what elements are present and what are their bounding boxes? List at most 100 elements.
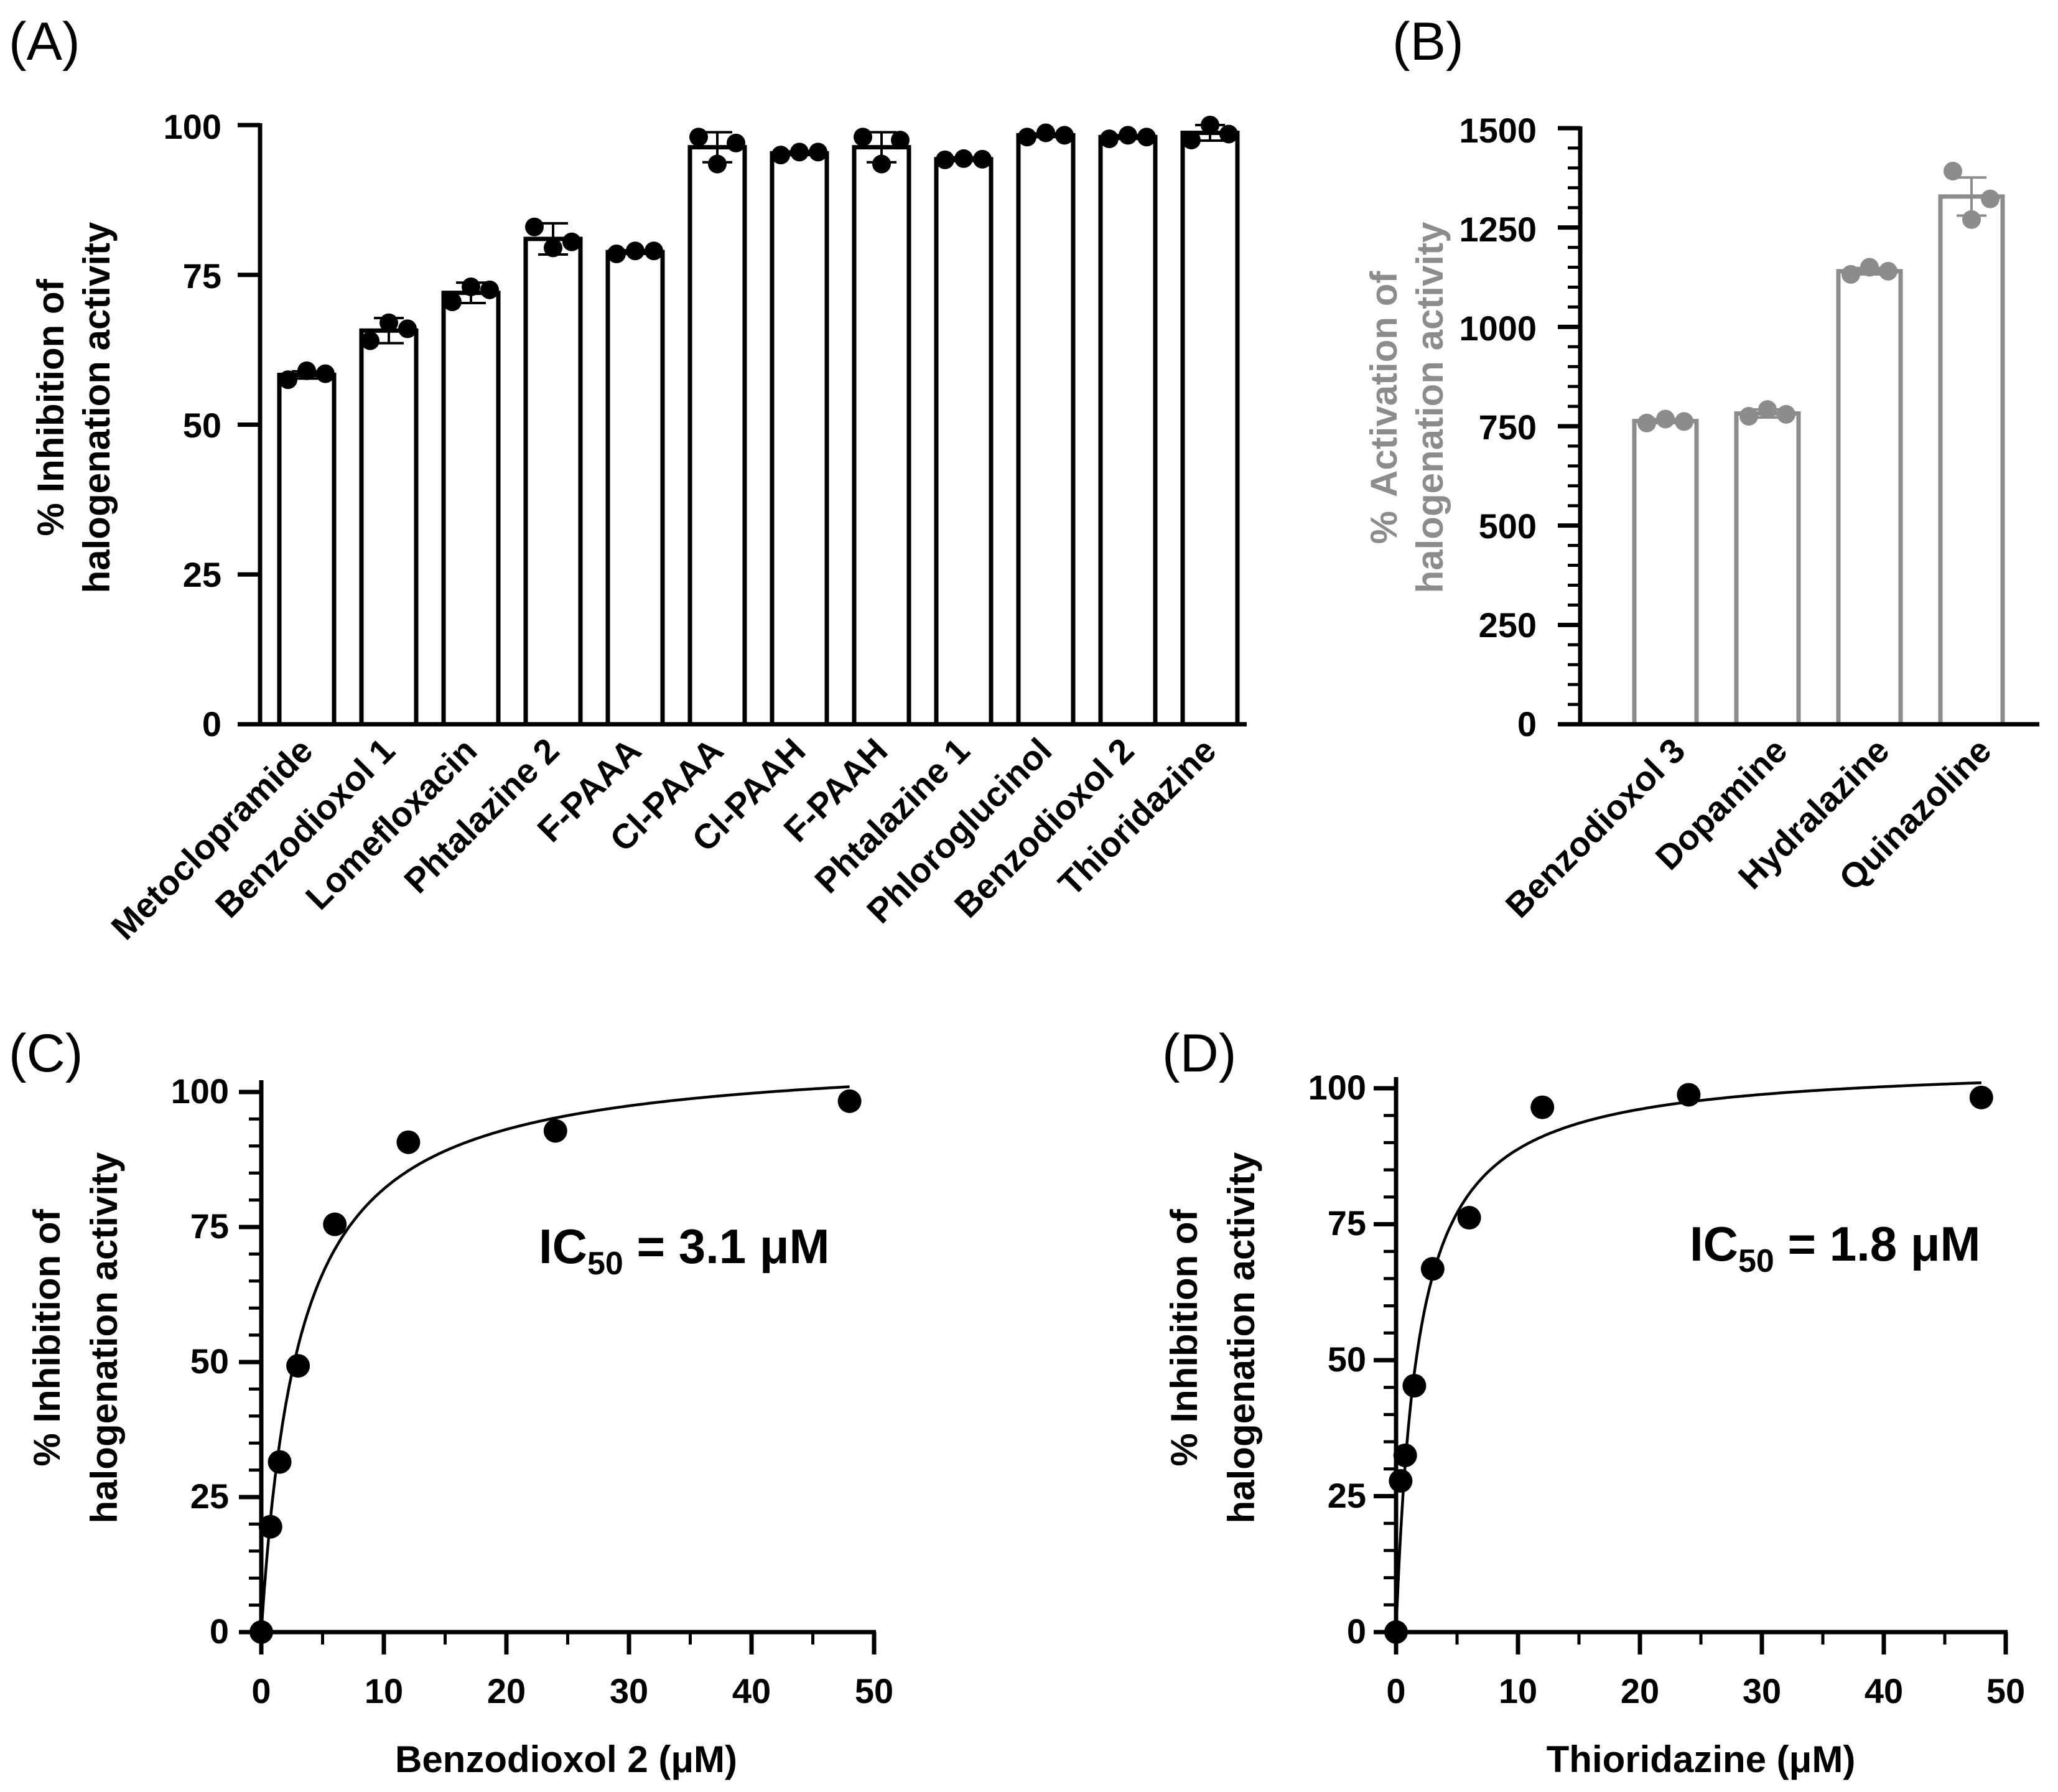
panel-b-replicate-point <box>1637 413 1656 432</box>
panel-a-replicate-point <box>936 150 954 169</box>
panel-a-ytick-label: 0 <box>202 704 221 744</box>
panel-a-bars <box>277 116 1240 727</box>
panel-c-xtick-label: 20 <box>487 1671 526 1710</box>
panel-b-ytick-label: 0 <box>1517 704 1537 744</box>
panel-d-data-point <box>1969 1085 1993 1109</box>
panel-d-ic50-value: = 1.8 μM <box>1774 1216 1981 1271</box>
panel-a: (A) % Inhibition of halogenation activit… <box>9 12 1247 947</box>
panel-a-replicate-point <box>316 364 335 383</box>
panel-d-fit <box>1394 1081 1981 1633</box>
panel-d-ic50-subscript: 50 <box>1738 1243 1774 1279</box>
panel-d-data-point <box>1420 1257 1445 1281</box>
panel-a-bar <box>852 145 911 727</box>
panel-a-replicate-point <box>1100 129 1119 149</box>
panel-a-ytick-label: 50 <box>183 406 221 445</box>
panel-c-ytick-label: 75 <box>190 1206 229 1246</box>
panel-c-fit <box>259 1085 850 1633</box>
panel-b-ytick-label: 250 <box>1479 605 1537 645</box>
panel-a-replicate-point <box>809 142 827 162</box>
panel-a-replicate-point <box>297 361 316 380</box>
panel-a-y-ticks <box>238 123 260 727</box>
panel-d-ytick-label: 100 <box>1308 1068 1366 1107</box>
panel-c-ylabel-line2: halogenation activity <box>83 1152 125 1523</box>
panel-c-ytick-label: 0 <box>210 1612 229 1651</box>
panel-c-ytick-label: 50 <box>190 1342 229 1381</box>
panel-a-replicate-point <box>1201 116 1219 134</box>
panel-d-ylabel-line1: % Inhibition of <box>1163 1208 1205 1466</box>
panel-c-xtick-label: 0 <box>251 1671 271 1710</box>
panel-c-xtick-label: 40 <box>732 1671 771 1710</box>
panel-b-replicate-point <box>1879 261 1897 281</box>
panel-a-replicate-point <box>1036 123 1055 142</box>
panel-a-replicate-point <box>562 232 581 251</box>
panel-a-label: (A) <box>9 12 80 72</box>
panel-d-ylabel-line2: halogenation activity <box>1221 1152 1262 1523</box>
panel-b-replicate-point <box>1656 409 1675 429</box>
panel-b-bar <box>1632 419 1699 727</box>
panel-a-bar <box>1180 131 1240 727</box>
panel-c-data-point <box>268 1450 292 1474</box>
panel-a-replicate-point <box>607 245 626 264</box>
panel-b-ytick-label: 1000 <box>1459 309 1537 348</box>
panel-d-xlabel: Thioridazine (μM) <box>1547 1738 1856 1780</box>
panel-b-bar <box>1836 269 1903 727</box>
panel-b-ylabel-line2: halogenation activity <box>1409 222 1451 593</box>
panel-a-replicate-point <box>1018 128 1036 147</box>
panel-b: (B) % Activation of halogenation activity… <box>1363 12 2039 925</box>
panel-a-replicate-point <box>525 217 544 236</box>
panel-a-bar <box>277 373 337 727</box>
panel-b-replicate-point <box>1777 404 1795 424</box>
panel-a-replicate-point <box>872 154 891 174</box>
panel-b-replicate-point <box>1981 189 2000 208</box>
panel-b-bar <box>1734 411 1801 727</box>
panel-b-replicate-point <box>1758 400 1777 419</box>
panel-b-ylabel-line1: Activation of <box>1363 271 1405 497</box>
panel-a-replicate-point <box>443 292 462 312</box>
panel-a-replicate-point <box>398 319 417 338</box>
panel-c-ticks <box>239 1090 877 1654</box>
panel-b-replicate-point <box>1962 210 1981 229</box>
panel-d-points <box>1384 1083 1993 1644</box>
panel-a-bar <box>1016 133 1076 727</box>
panel-a-bar <box>605 250 665 727</box>
panel-a-ytick-label: 25 <box>183 555 221 594</box>
panel-d-ic50-main: IC <box>1690 1216 1738 1271</box>
panel-b-ylabel-prefix: % <box>1363 511 1405 544</box>
panel-c-ytick-label: 25 <box>190 1477 229 1516</box>
panel-a-ylabel-line1: % Inhibition of <box>30 278 72 536</box>
panel-a-ylabel-line2: halogenation activity <box>76 222 118 593</box>
panel-a-replicate-point <box>645 241 663 261</box>
panel-a-replicate-point <box>973 149 992 169</box>
panel-a-bar <box>359 328 419 727</box>
panel-c-data-point <box>286 1354 310 1378</box>
panel-a-replicate-point <box>790 142 809 162</box>
panel-c: (C) % Inhibition of halogenation activit… <box>9 1024 893 1780</box>
panel-a-replicate-point <box>379 313 398 332</box>
panel-d-data-point <box>1530 1095 1555 1119</box>
panel-a-replicate-point <box>1119 126 1137 145</box>
panel-d-data-point <box>1402 1374 1427 1398</box>
panel-b-replicate-point <box>1860 258 1879 277</box>
panel-a-bar <box>770 151 829 727</box>
panel-c-xtick-label: 10 <box>365 1671 403 1710</box>
panel-a-replicate-point <box>1055 126 1074 145</box>
panel-d-data-point <box>1457 1206 1481 1230</box>
panel-d-fit-curve <box>1394 1081 1981 1633</box>
panel-a-replicate-point <box>1182 131 1201 150</box>
panel-a-replicate-point <box>279 370 297 390</box>
panel-d-ticks <box>1374 1086 2008 1654</box>
panel-b-y-ticks <box>1558 126 1580 727</box>
panel-d-ic50-annotation: IC50 = 1.8 μM <box>1690 1216 1981 1279</box>
panel-b-replicate-point <box>1841 265 1860 284</box>
panel-d-xtick-label: 10 <box>1499 1671 1537 1710</box>
panel-b-ytick-label: 1500 <box>1459 111 1537 150</box>
panel-a-replicate-point <box>689 128 708 147</box>
panel-b-bar <box>1938 194 2005 727</box>
panel-b-ytick-label: 750 <box>1479 408 1537 447</box>
panel-d-ytick-label: 75 <box>1328 1203 1366 1243</box>
panel-d-data-point <box>1677 1083 1701 1107</box>
panel-b-ytick-label: 1250 <box>1459 210 1537 249</box>
panel-a-replicate-point <box>708 154 727 174</box>
panel-a-replicate-point <box>480 280 499 299</box>
panel-c-ic50-value: = 3.1 μM <box>623 1219 830 1274</box>
